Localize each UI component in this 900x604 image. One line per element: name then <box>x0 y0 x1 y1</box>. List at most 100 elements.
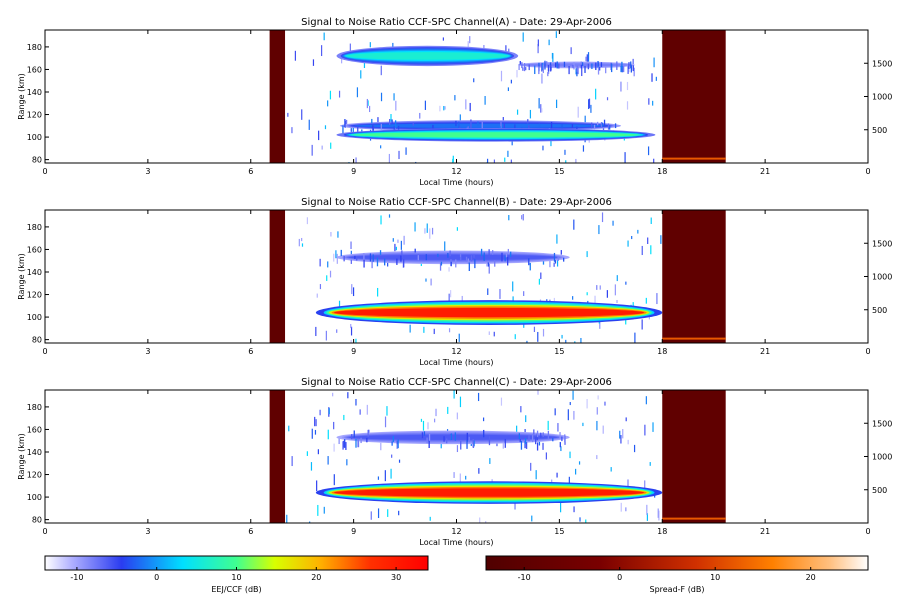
noise-streak <box>521 215 523 220</box>
noise-streak <box>631 235 633 240</box>
echo-streak <box>352 127 354 133</box>
noise-streak <box>649 462 651 466</box>
echo-streak <box>450 433 453 440</box>
echo-streak <box>505 253 508 258</box>
noise-streak <box>510 79 512 84</box>
echo-streak <box>616 61 618 70</box>
noise-streak <box>624 152 626 163</box>
noise-streak <box>366 404 368 415</box>
noise-streak <box>291 127 293 134</box>
noise-streak <box>573 410 575 420</box>
noise-streak <box>346 459 348 466</box>
echo-streak <box>536 430 539 438</box>
echo-contour <box>346 52 509 60</box>
echo-streak <box>596 121 599 126</box>
noise-streak <box>526 340 528 343</box>
echo-streak <box>521 62 523 69</box>
echo-streak <box>550 121 553 129</box>
noise-streak <box>456 412 458 420</box>
x-tick-label: 9 <box>351 527 356 536</box>
noise-streak <box>523 324 525 328</box>
panel-2: Signal to Noise Ratio CCF-SPC Channel(C)… <box>17 377 892 547</box>
noise-streak <box>537 43 539 54</box>
noise-streak <box>456 445 459 453</box>
echo-streak <box>538 441 541 446</box>
noise-streak <box>550 136 552 147</box>
noise-streak <box>542 145 544 151</box>
data-layer <box>269 210 726 343</box>
noise-streak <box>380 65 382 76</box>
x-tick-label: 21 <box>760 167 770 176</box>
noise-streak <box>537 331 539 342</box>
noise-streak <box>572 390 574 400</box>
echo-streak <box>601 122 604 126</box>
echo-streak <box>528 258 530 266</box>
y2-tick-label: 500 <box>872 306 887 315</box>
noise-streak <box>377 117 379 125</box>
noise-streak <box>650 217 652 225</box>
echo-streak <box>518 64 520 71</box>
noise-streak <box>540 104 542 113</box>
noise-streak <box>620 435 622 444</box>
noise-streak <box>575 68 577 75</box>
colorbar-tick-label: -10 <box>70 573 83 582</box>
echo-streak <box>547 64 550 72</box>
y2-tick-label: 1000 <box>872 453 892 462</box>
noise-streak <box>329 270 332 278</box>
noise-streak <box>596 455 598 460</box>
noise-streak <box>582 422 584 427</box>
spread-f-echo-0 <box>662 157 726 160</box>
noise-streak <box>599 321 601 329</box>
noise-streak <box>356 87 359 98</box>
echo-streak <box>554 260 557 264</box>
echo-streak <box>396 258 398 265</box>
noise-streak <box>478 468 480 474</box>
noise-streak <box>644 480 646 492</box>
echo-streak <box>577 66 579 75</box>
y-tick-label: 100 <box>27 313 42 322</box>
noise-streak <box>355 398 357 406</box>
noise-streak <box>634 332 636 343</box>
x-axis-label: Local Time (hours) <box>419 538 493 547</box>
echo-streak <box>342 441 344 450</box>
echo-streak <box>481 121 483 129</box>
noise-streak <box>580 337 582 343</box>
echo-streak <box>350 128 352 132</box>
echo-streak <box>397 439 399 449</box>
echo-streak <box>488 436 491 446</box>
echo-streak <box>621 61 623 69</box>
noise-streak <box>456 227 458 231</box>
colorbar-tick-label: 20 <box>311 573 321 582</box>
echo-layer-1 <box>518 60 635 77</box>
echo-streak <box>520 440 523 450</box>
noise-streak <box>647 237 649 245</box>
echo-contour <box>354 123 607 128</box>
echo-streak <box>597 62 599 66</box>
noise-streak <box>505 45 507 56</box>
echo-streak <box>466 432 468 442</box>
noise-streak <box>585 519 587 523</box>
noise-streak <box>555 31 557 38</box>
echo-contour <box>524 63 629 67</box>
noise-streak <box>504 157 506 162</box>
y-tick-label: 140 <box>27 88 42 97</box>
noise-streak <box>484 95 486 105</box>
noise-streak <box>319 258 321 267</box>
noise-streak <box>419 112 421 119</box>
echo-streak <box>400 255 402 262</box>
noise-streak <box>384 416 387 428</box>
spread-f-echo-0 <box>662 517 726 520</box>
noise-streak <box>291 456 293 467</box>
echo-streak <box>595 62 597 71</box>
echo-streak <box>522 67 524 71</box>
data-layer <box>269 390 726 523</box>
noise-streak <box>584 115 586 123</box>
noise-streak <box>448 293 450 303</box>
noise-streak <box>395 246 398 251</box>
y2-tick-label: 1000 <box>872 273 892 282</box>
echo-streak <box>354 255 356 259</box>
echo-streak <box>550 66 552 71</box>
noise-streak <box>395 100 397 111</box>
y-tick-label: 180 <box>27 43 42 52</box>
panel-1: Signal to Noise Ratio CCF-SPC Channel(B)… <box>17 197 892 367</box>
